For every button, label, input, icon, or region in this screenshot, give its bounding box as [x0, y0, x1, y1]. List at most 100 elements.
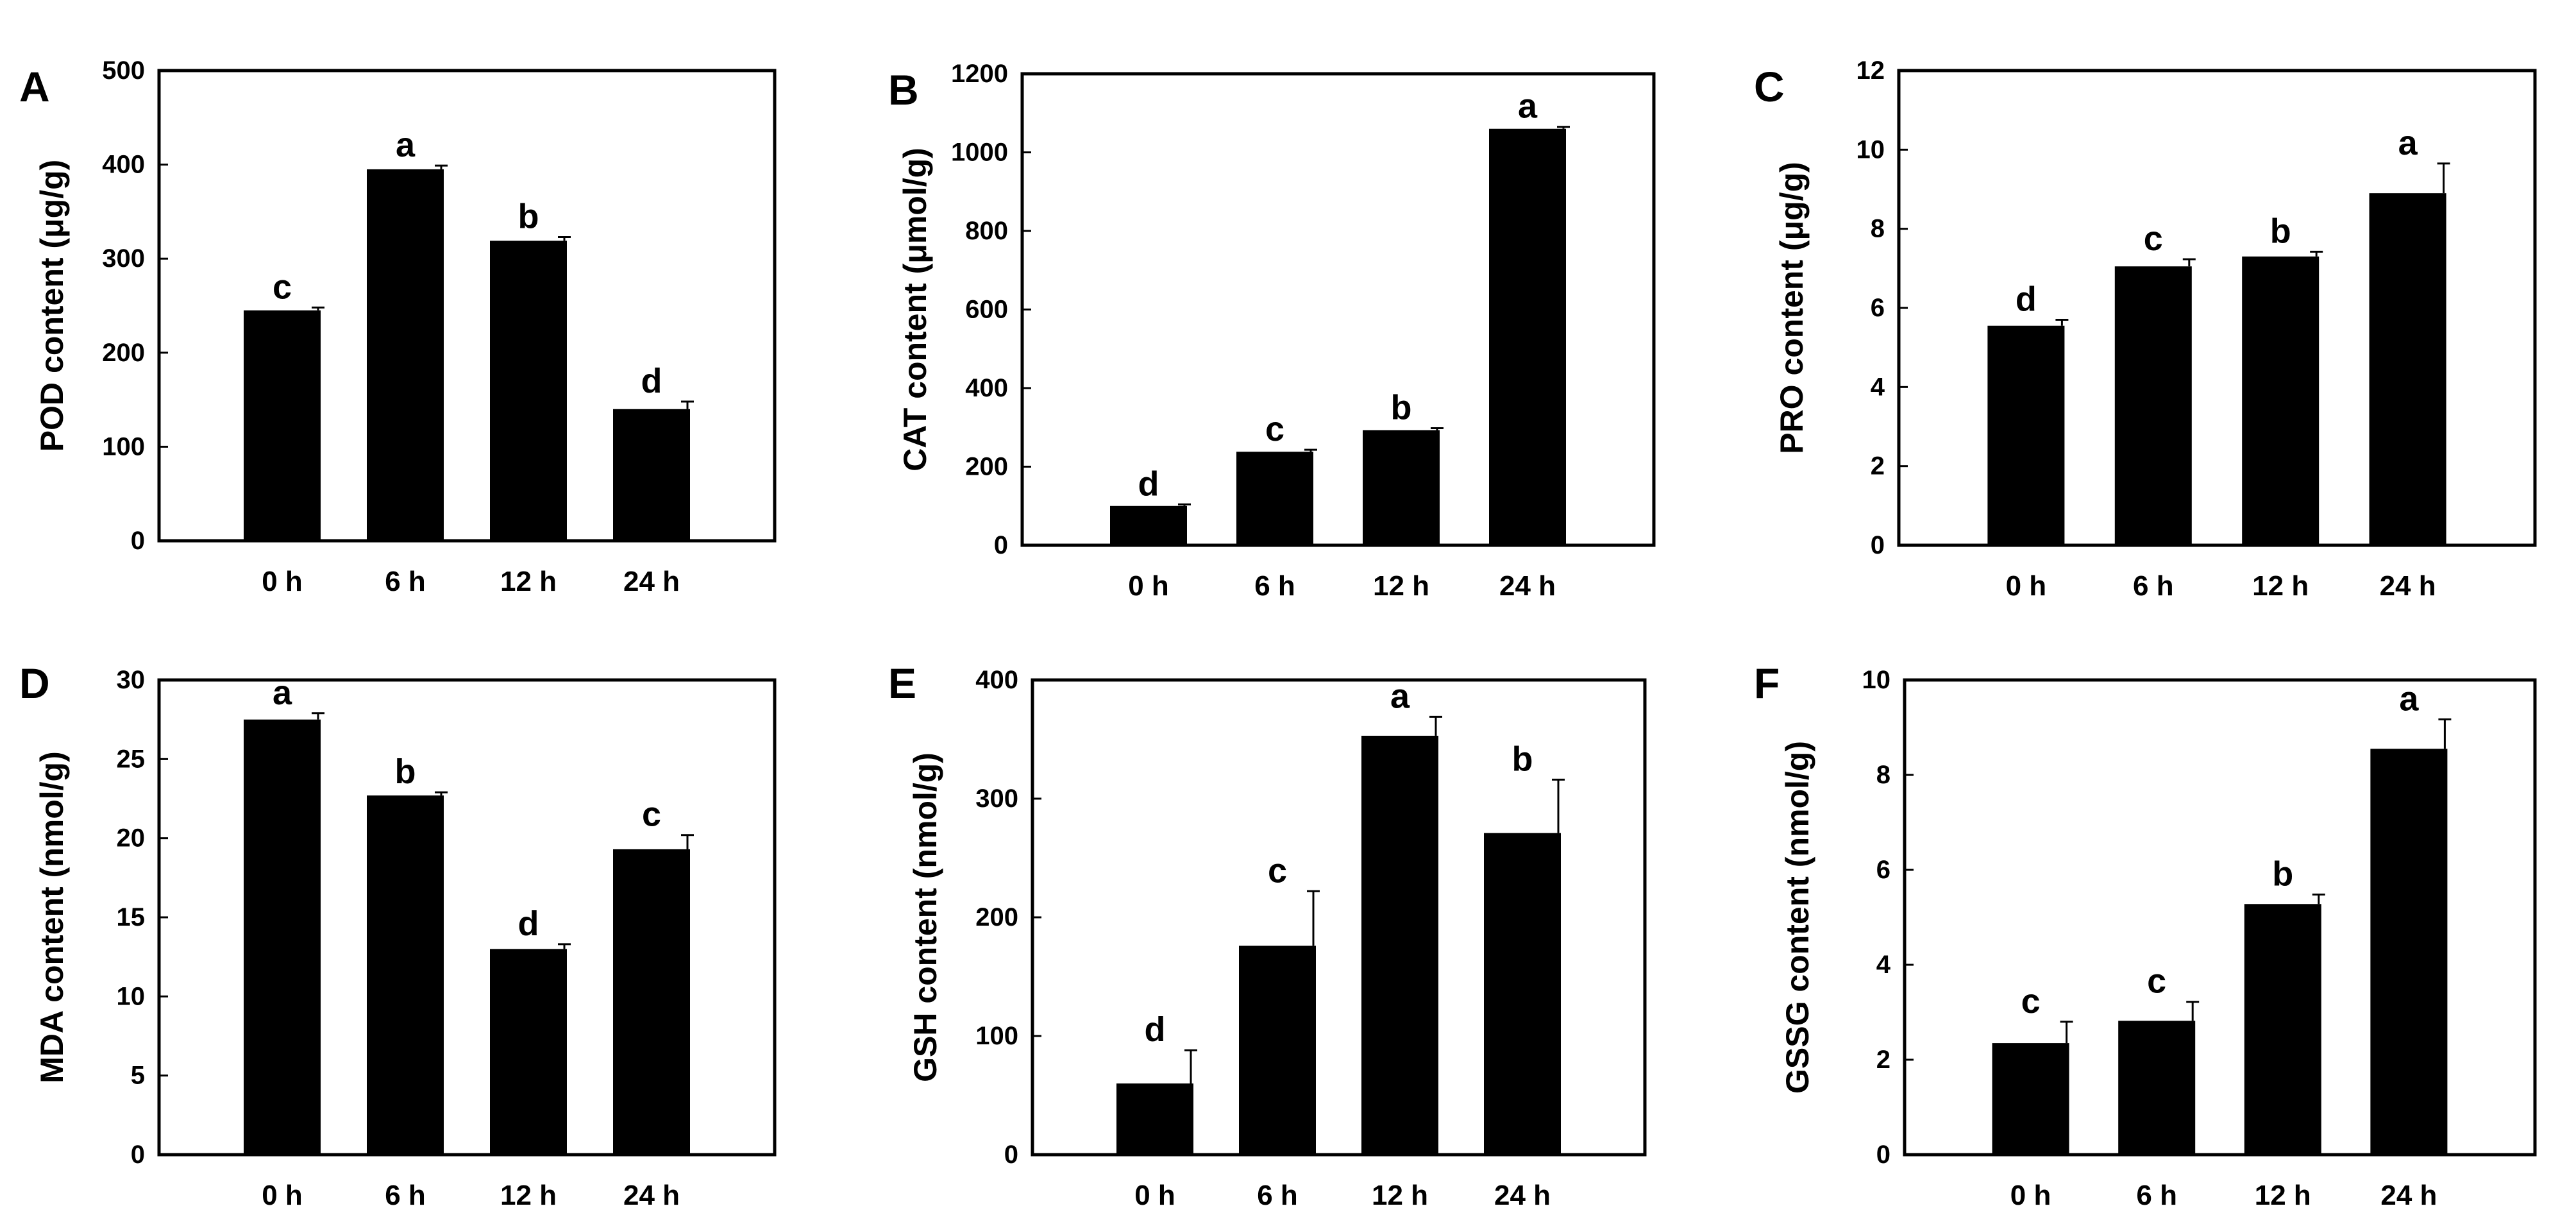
y-tick-label: 100 — [102, 432, 145, 461]
plot-frame — [1903, 678, 2537, 1157]
x-tick-label: 6 h — [1254, 570, 1295, 602]
significance-label: b — [2272, 854, 2293, 893]
chart-panel-e: E GSH content (nmol/g) 0 100 200 300 400 d 0 h c 6… — [888, 659, 1647, 1211]
chart-panel-a: A POD content (μg/g) 0 100 200 300 400 500 c 0 h a… — [19, 56, 777, 597]
y-tick-label: 30 — [117, 666, 146, 694]
bar — [367, 795, 444, 1155]
y-tick-label: 2 — [1876, 1046, 1890, 1074]
y-axis-label: POD content (μg/g) — [34, 160, 70, 452]
bar — [1116, 1083, 1193, 1155]
panel-letter-f: F — [1754, 659, 1780, 707]
bar — [490, 949, 567, 1155]
y-tick-label: 8 — [1876, 761, 1890, 789]
x-tick-label: 24 h — [2380, 1180, 2437, 1211]
x-tick-label: 24 h — [623, 1180, 680, 1211]
y-tick-label: 4 — [1871, 373, 1885, 401]
bar — [613, 409, 690, 541]
bar — [1987, 325, 2065, 545]
significance-label: c — [1265, 410, 1284, 448]
bar — [2244, 904, 2321, 1155]
panel-letter-d: D — [19, 659, 50, 707]
chart-panel-c: C PRO content (μg/g) 0 2 4 6 8 10 12 d 0 h c 6 h b 12 … — [1754, 56, 2537, 602]
y-tick-label: 300 — [102, 244, 145, 273]
y-axis-label: CAT content (μmol/g) — [897, 148, 933, 471]
significance-label: c — [2021, 982, 2041, 1021]
y-tick-label: 1200 — [951, 60, 1008, 88]
plot-frame — [157, 69, 777, 543]
x-tick-label: 6 h — [385, 566, 426, 597]
x-tick-label: 24 h — [1499, 570, 1556, 602]
significance-label: a — [2398, 124, 2418, 162]
x-tick-label: 12 h — [1373, 570, 1429, 602]
y-tick-label: 2 — [1871, 452, 1885, 480]
bar — [1236, 452, 1313, 545]
y-tick-label: 200 — [102, 339, 145, 367]
y-axis-label: PRO content (μg/g) — [1774, 162, 1810, 454]
x-tick-label: 0 h — [2006, 570, 2047, 602]
y-tick-label: 20 — [117, 824, 146, 853]
bar — [2114, 266, 2192, 545]
y-tick-label: 400 — [102, 151, 145, 179]
y-tick-label: 15 — [117, 903, 146, 931]
y-tick-label: 5 — [131, 1062, 145, 1090]
x-tick-label: 0 h — [262, 566, 303, 597]
chart-panel-b: B CAT content (μmol/g) 0 200 400 600 800 1000 12… — [888, 60, 1656, 602]
y-axis-label: MDA content (nmol/g) — [34, 751, 70, 1083]
bar — [1489, 128, 1566, 545]
y-tick-label: 200 — [975, 903, 1018, 931]
bar — [490, 241, 567, 541]
y-tick-label: 500 — [102, 56, 145, 85]
bar — [2370, 749, 2448, 1155]
y-tick-label: 0 — [1871, 531, 1885, 559]
bar — [244, 719, 321, 1155]
significance-label: b — [395, 752, 416, 791]
significance-label: a — [396, 126, 416, 164]
bar — [1363, 430, 1440, 545]
y-tick-label: 1000 — [951, 139, 1008, 167]
x-tick-label: 24 h — [1494, 1180, 1551, 1211]
y-tick-label: 800 — [965, 217, 1008, 245]
x-tick-label: 0 h — [1128, 570, 1169, 602]
y-tick-label: 200 — [965, 453, 1008, 481]
x-tick-label: 6 h — [385, 1180, 426, 1211]
significance-label: d — [641, 362, 662, 400]
panel-letter-c: C — [1754, 63, 1785, 110]
y-tick-label: 6 — [1871, 294, 1885, 322]
significance-label: c — [1268, 851, 1287, 890]
bar — [244, 310, 321, 541]
bar — [367, 169, 444, 541]
y-tick-label: 10 — [1856, 135, 1885, 164]
significance-label: c — [2147, 962, 2166, 1001]
plot-frame — [1031, 678, 1647, 1157]
y-tick-label: 25 — [117, 745, 146, 773]
significance-label: d — [1138, 464, 1159, 503]
bar — [1110, 505, 1187, 545]
plot-frame — [157, 678, 777, 1157]
bar — [2118, 1021, 2196, 1155]
x-tick-label: 24 h — [623, 566, 680, 597]
y-tick-label: 0 — [131, 1141, 145, 1169]
significance-label: c — [273, 267, 292, 306]
y-tick-label: 4 — [1876, 951, 1891, 979]
y-tick-label: 0 — [131, 527, 145, 555]
x-tick-label: 12 h — [500, 566, 557, 597]
y-tick-label: 400 — [975, 666, 1018, 694]
y-tick-label: 400 — [965, 374, 1008, 402]
x-tick-label: 24 h — [2380, 570, 2436, 602]
bar — [1239, 946, 1316, 1155]
panel-letter-e: E — [888, 659, 916, 707]
panel-letter-a: A — [19, 63, 50, 110]
y-axis-label: GSSG content (nmol/g) — [1780, 741, 1815, 1094]
y-tick-label: 600 — [965, 296, 1008, 324]
bar — [2242, 256, 2319, 545]
significance-label: d — [518, 904, 539, 943]
x-tick-label: 12 h — [500, 1180, 557, 1211]
x-tick-label: 12 h — [2252, 570, 2309, 602]
panel-letter-b: B — [888, 66, 919, 114]
x-tick-label: 6 h — [2133, 570, 2174, 602]
x-tick-label: 0 h — [1134, 1180, 1175, 1211]
significance-label: c — [2144, 219, 2163, 258]
x-tick-label: 0 h — [262, 1180, 303, 1211]
